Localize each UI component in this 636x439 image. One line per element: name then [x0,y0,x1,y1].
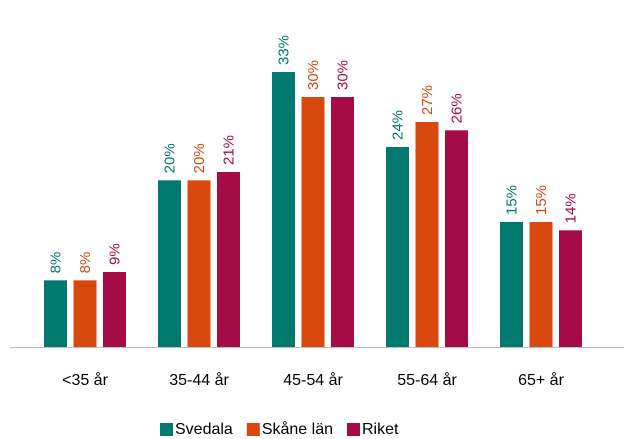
value-label: 24% [390,110,407,140]
bar [529,222,553,347]
legend-swatch [246,423,260,436]
value-label: 8% [77,252,94,274]
bar [386,147,409,347]
bar [415,122,439,347]
bar [158,180,181,347]
value-label: 8% [48,252,65,274]
value-label: 9% [107,243,124,265]
x-tick-label: <35 år [62,371,108,389]
value-label: 20% [191,143,208,173]
x-tick-label: 35-44 år [169,371,229,389]
bar [445,130,468,347]
bar [272,72,295,347]
value-label: 33% [276,35,293,65]
bar [187,180,211,347]
value-label: 21% [221,135,238,165]
value-label: 15% [504,185,521,215]
value-label: 20% [162,143,179,173]
x-tick-label: 65+ år [518,371,564,389]
x-tick-label: 55-64 år [397,371,457,389]
legend-swatch [347,423,360,436]
bar [103,272,126,347]
value-label: 26% [449,93,466,123]
value-label: 30% [335,60,352,90]
x-tick-label: 45-54 år [283,371,343,389]
legend-label: Svedala [175,421,233,438]
bar [73,280,97,347]
legend-swatch [160,423,173,436]
value-label: 15% [533,185,550,215]
legend-label: Riket [362,421,399,438]
bar [331,97,354,347]
bar [500,222,523,347]
bar [217,172,240,347]
legend-label: Skåne län [262,420,333,438]
value-label: 30% [305,60,322,90]
bar [559,230,582,347]
value-label: 14% [563,193,580,223]
value-label: 27% [419,85,436,115]
bar [44,280,67,347]
bar [301,97,325,347]
